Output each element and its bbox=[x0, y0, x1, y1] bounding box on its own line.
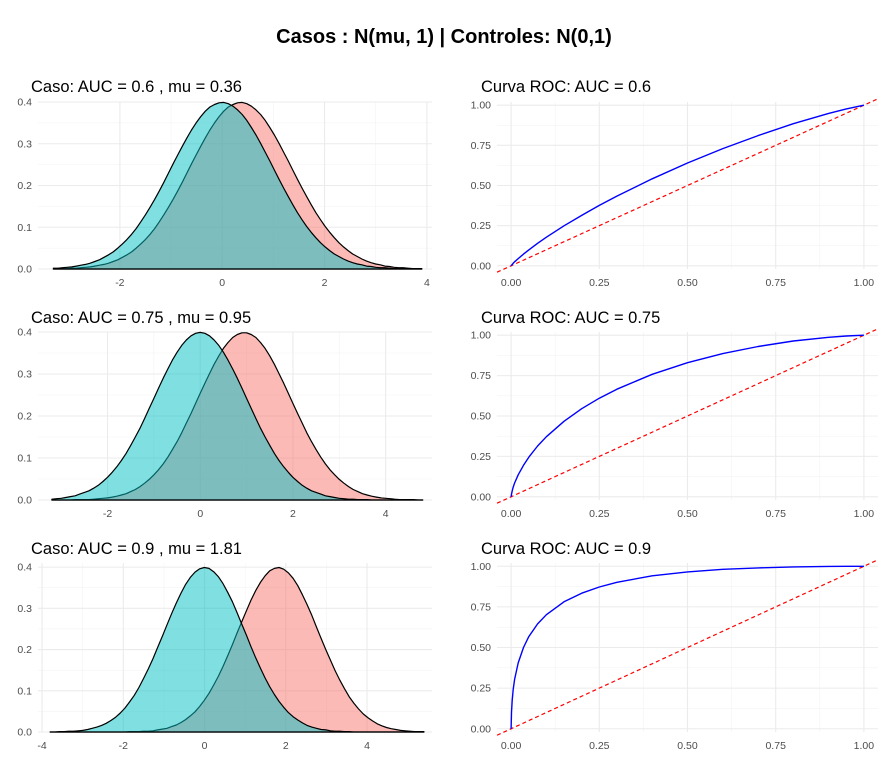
y-tick-label: 0.75 bbox=[471, 140, 492, 152]
control-density-area bbox=[49, 566, 425, 733]
x-tick-label: 0.00 bbox=[501, 277, 522, 289]
y-tick-label: 0.50 bbox=[471, 642, 492, 654]
y-tick-label: 0.00 bbox=[471, 723, 492, 735]
x-tick-label: 0.75 bbox=[765, 740, 786, 752]
x-tick-label: 2 bbox=[290, 508, 296, 520]
x-tick-label: 4 bbox=[424, 277, 430, 289]
y-tick-label: 0.25 bbox=[471, 683, 492, 695]
y-tick-label: 0.3 bbox=[17, 138, 32, 150]
x-tick-label: 1.00 bbox=[854, 277, 875, 289]
x-tick-label: 0.75 bbox=[765, 508, 786, 520]
y-tick-label: 0.1 bbox=[17, 453, 32, 465]
y-tick-label: 0.3 bbox=[17, 369, 32, 381]
x-tick-label: -4 bbox=[37, 740, 46, 752]
y-tick-label: 0.00 bbox=[471, 260, 492, 272]
panel-4-grid bbox=[497, 332, 878, 500]
x-tick-label: 0.00 bbox=[501, 740, 522, 752]
y-tick-label: 0.0 bbox=[17, 495, 32, 507]
y-tick-label: 0.75 bbox=[471, 601, 492, 613]
x-tick-label: 1.00 bbox=[854, 740, 875, 752]
control-density-area bbox=[52, 101, 423, 270]
panel-6: Curva ROC: AUC = 0.9 0.00 0.25 0.50 0.75 1.00… bbox=[471, 540, 879, 752]
panel-4-title: Curva ROC: AUC = 0.75 bbox=[481, 309, 660, 327]
x-tick-label: 0.25 bbox=[589, 740, 610, 752]
x-tick-label: 0.50 bbox=[677, 277, 698, 289]
x-tick-label: 0.50 bbox=[677, 508, 698, 520]
roc-curve bbox=[510, 334, 864, 497]
y-tick-label: 0.4 bbox=[17, 562, 32, 574]
panel-2: Curva ROC: AUC = 0.6 0.00 0.25 0.50 0.75 1.00… bbox=[471, 78, 879, 289]
x-tick-label: 0.75 bbox=[765, 277, 786, 289]
x-tick-label: 2 bbox=[283, 740, 289, 752]
x-tick-label: 0.25 bbox=[589, 508, 610, 520]
y-tick-label: 0.00 bbox=[471, 491, 492, 503]
y-tick-label: 0.2 bbox=[17, 180, 32, 192]
x-tick-label: 0.25 bbox=[589, 277, 610, 289]
y-tick-label: 0.0 bbox=[17, 727, 32, 739]
panel-3-title: Caso: AUC = 0.75 , mu = 0.95 bbox=[31, 309, 251, 327]
x-tick-label: 2 bbox=[322, 277, 328, 289]
x-tick-label: -2 bbox=[103, 508, 112, 520]
x-tick-label: 0 bbox=[202, 740, 208, 752]
figure-title: Casos : N(mu, 1) | Controles: N(0,1) bbox=[276, 26, 612, 48]
x-tick-label: 0.50 bbox=[677, 740, 698, 752]
panel-2-title: Curva ROC: AUC = 0.6 bbox=[481, 78, 651, 96]
y-tick-label: 1.00 bbox=[471, 100, 492, 112]
y-tick-label: 0.3 bbox=[17, 603, 32, 615]
x-tick-label: 0.00 bbox=[501, 508, 522, 520]
panel-6-grid bbox=[497, 563, 878, 732]
panel-6-title: Curva ROC: AUC = 0.9 bbox=[481, 540, 651, 558]
roc-curve bbox=[510, 104, 865, 267]
x-tick-label: 4 bbox=[383, 508, 389, 520]
y-tick-label: 0.2 bbox=[17, 411, 32, 423]
y-tick-label: 0.2 bbox=[17, 644, 32, 656]
panel-5-title: Caso: AUC = 0.9 , mu = 1.81 bbox=[31, 540, 242, 558]
x-tick-label: 0 bbox=[219, 277, 225, 289]
y-tick-label: 0.1 bbox=[17, 685, 32, 697]
y-tick-label: 1.00 bbox=[471, 561, 492, 573]
panel-1: Caso: AUC = 0.6 , mu = 0.36 -2 0 2 4 0.0 0.1 0.… bbox=[17, 78, 432, 289]
panel-4: Curva ROC: AUC = 0.75 0.00 0.25 0.50 0.75 1.0… bbox=[471, 309, 879, 520]
y-tick-label: 0.4 bbox=[17, 327, 32, 339]
panel-5: Caso: AUC = 0.9 , mu = 1.81 -4 -2 0 2 4 0.0 0.1… bbox=[17, 540, 432, 752]
x-tick-label: 4 bbox=[364, 740, 370, 752]
x-tick-label: -2 bbox=[119, 740, 128, 752]
y-tick-label: 0.0 bbox=[17, 264, 32, 276]
roc-curve bbox=[510, 565, 864, 729]
y-tick-label: 0.50 bbox=[471, 411, 492, 423]
y-tick-label: 1.00 bbox=[471, 330, 492, 342]
panel-1-title: Caso: AUC = 0.6 , mu = 0.36 bbox=[31, 78, 242, 96]
panel-3: Caso: AUC = 0.75 , mu = 0.95 -2 0 2 4 0.0 0.1 0… bbox=[17, 309, 432, 520]
y-tick-label: 0.25 bbox=[471, 220, 492, 232]
y-tick-label: 0.25 bbox=[471, 451, 492, 463]
y-tick-label: 0.1 bbox=[17, 222, 32, 234]
y-tick-label: 0.50 bbox=[471, 180, 492, 192]
y-tick-label: 0.4 bbox=[17, 97, 32, 109]
y-tick-label: 0.75 bbox=[471, 370, 492, 382]
x-tick-label: 1.00 bbox=[854, 508, 875, 520]
x-tick-label: 0 bbox=[197, 508, 203, 520]
control-density-area bbox=[51, 331, 424, 501]
x-tick-label: -2 bbox=[115, 277, 124, 289]
